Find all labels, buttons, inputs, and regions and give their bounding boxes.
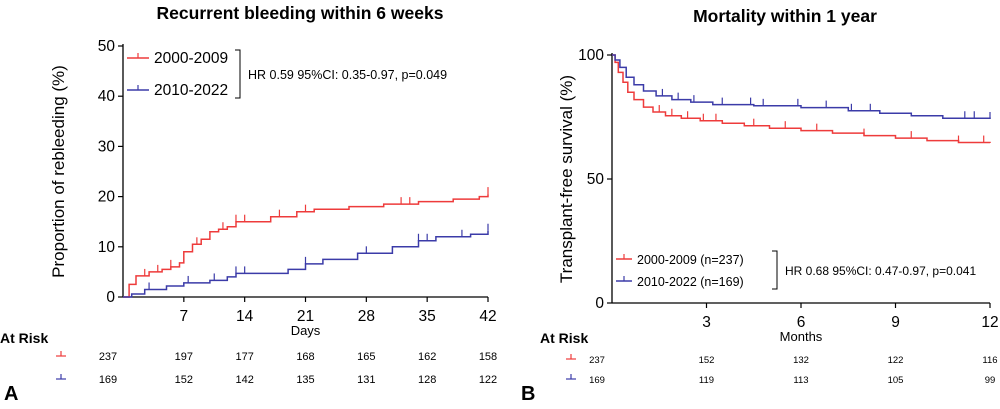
panel-b-legend-label-1: 2000-2009 (n=237): [637, 253, 744, 267]
panel-b-x-tick-label: 12: [981, 314, 998, 331]
panel-b-at-risk-value: 99: [985, 375, 996, 386]
panel-a-y-axis-label: Proportion of rebleeding (%): [49, 65, 68, 278]
panel-b-y-axis-label: Transplant-free survival (%): [557, 75, 576, 283]
panel-a-x-tick-label: 42: [479, 308, 496, 325]
panel-a-x-tick-label: 7: [180, 308, 189, 325]
panel-a-title: Recurrent bleeding within 6 weeks: [157, 3, 444, 23]
panel-b-at-risk-value: 237: [589, 355, 605, 366]
panel-a-at-risk-label: At Risk: [0, 330, 48, 346]
panel-b-x-tick-label: 6: [797, 314, 806, 331]
panel-letter-b: B: [521, 383, 536, 405]
panel-a-at-risk-value: 177: [235, 351, 253, 363]
panel-a-y-tick-label: 50: [98, 38, 116, 55]
panel-b-at-risk-value: 113: [793, 375, 808, 386]
panel-letter-a: A: [4, 383, 19, 405]
panel-a-y-tick-label: 30: [98, 138, 116, 155]
panel-b-at-risk-value: 132: [793, 355, 809, 366]
panel-a-at-risk-value: 165: [357, 351, 375, 363]
panel-b-y-tick-label: 50: [587, 171, 605, 188]
panel-a-hr-bracket: [235, 49, 241, 99]
panel-a-at-risk-value: 131: [357, 374, 375, 386]
panel-b-series-2-curve: [612, 54, 991, 119]
panel-b-x-tick-label: 3: [702, 314, 711, 331]
panel-b-hr-annotation: HR 0.68 95%CI: 0.47-0.97, p=0.041: [785, 264, 976, 278]
panel-a-y-tick-label: 10: [98, 239, 116, 256]
panel-a-at-risk-value: 169: [99, 374, 117, 386]
panel-a-at-risk-value: 142: [235, 374, 253, 386]
panel-a-x-tick-label: 21: [297, 308, 314, 325]
panel-b-x-axis-label: Months: [780, 329, 823, 344]
panel-a-at-risk-value: 158: [479, 351, 497, 363]
panel-b-y-tick-label: 100: [578, 47, 604, 64]
panel-b-at-risk-value: 105: [888, 375, 904, 386]
panel-b-legend-label-2: 2010-2022 (n=169): [637, 275, 744, 289]
panel-a-at-risk-value: 128: [418, 374, 436, 386]
panel-a-hr-annotation: HR 0.59 95%CI: 0.35-0.97, p=0.049: [248, 68, 447, 82]
panel-a-y-tick-label: 0: [106, 289, 115, 306]
panel-a-at-risk-value: 197: [175, 351, 193, 363]
panel-a-at-risk-value: 135: [296, 374, 314, 386]
panel-a-at-risk-value: 237: [99, 351, 117, 363]
panel-a-x-tick-label: 14: [236, 308, 254, 325]
panel-a-y-tick-label: 20: [98, 189, 116, 206]
panel-b-hr-bracket: [772, 250, 778, 290]
panel-b-y-tick-label: 0: [595, 295, 604, 312]
panel-b-at-risk-value: 169: [589, 375, 605, 386]
panel-a-at-risk-value: 152: [175, 374, 193, 386]
panel-a-x-axis-label: Days: [291, 323, 321, 338]
panel-b-at-risk-value: 152: [699, 355, 715, 366]
panel-a-legend-label-1: 2000-2009: [154, 50, 228, 67]
panel-a-series-1-curve: [123, 194, 489, 298]
panel-a-at-risk-value: 162: [418, 351, 436, 363]
panel-a-series-2-curve: [123, 230, 489, 298]
panel-b-at-risk-value: 116: [982, 355, 997, 366]
panel-b-series-1-curve: [612, 54, 991, 144]
panel-b-x-tick-label: 9: [891, 314, 900, 331]
panel-a-at-risk-value: 122: [479, 374, 497, 386]
panel-b-at-risk-value: 119: [699, 375, 714, 386]
panel-a-x-tick-label: 35: [419, 308, 436, 325]
panel-a-at-risk-value: 168: [296, 351, 314, 363]
panel-b-at-risk-value: 122: [888, 355, 904, 366]
panel-a-x-tick-label: 28: [358, 308, 375, 325]
panel-a-legend-label-2: 2010-2022: [154, 82, 228, 99]
panel-a-y-tick-label: 40: [98, 88, 116, 105]
panel-b-at-risk-label: At Risk: [540, 330, 588, 346]
panel-b-title: Mortality within 1 year: [693, 6, 877, 26]
